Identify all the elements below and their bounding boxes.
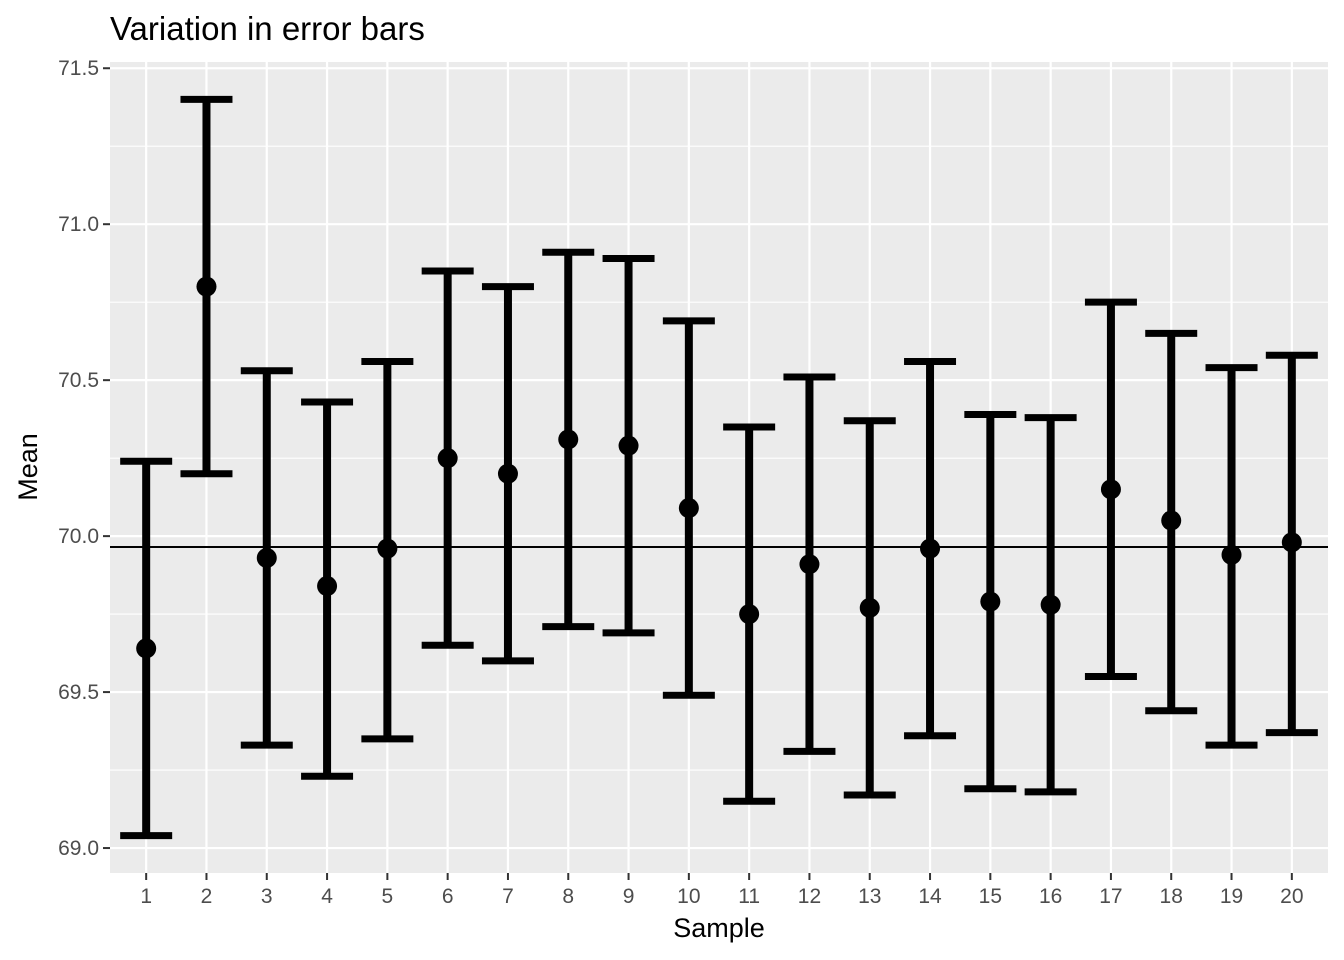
chart-title: Variation in error bars	[110, 10, 425, 47]
x-tick-label: 8	[562, 885, 574, 908]
x-tick-label: 14	[918, 885, 942, 908]
mean-point	[136, 638, 157, 659]
x-tick-label: 5	[382, 885, 394, 908]
mean-point	[317, 576, 338, 597]
mean-point	[497, 463, 518, 484]
x-tick-label: 7	[502, 885, 514, 908]
mean-point	[739, 604, 760, 625]
x-tick-label: 19	[1220, 885, 1243, 908]
mean-point	[377, 538, 398, 559]
mean-point	[618, 435, 639, 456]
x-tick-label: 11	[738, 885, 760, 908]
y-tick-label: 70.0	[58, 525, 99, 548]
y-tick-label: 71.5	[58, 57, 99, 80]
mean-point	[196, 276, 217, 297]
mean-point	[920, 538, 941, 559]
mean-point	[558, 429, 579, 450]
x-axis-title: Sample	[673, 913, 765, 943]
x-tick-label: 9	[623, 885, 635, 908]
mean-point	[437, 448, 458, 469]
x-tick-label: 18	[1160, 885, 1183, 908]
mean-point	[1040, 594, 1061, 615]
x-tick-label: 4	[321, 885, 333, 908]
x-tick-label: 15	[979, 885, 1002, 908]
mean-point	[980, 591, 1001, 612]
mean-point	[1161, 510, 1182, 531]
mean-point	[1281, 532, 1302, 553]
mean-point	[859, 597, 880, 618]
x-tick-label: 17	[1099, 885, 1122, 908]
x-tick-label: 13	[858, 885, 881, 908]
x-tick-label: 2	[201, 885, 213, 908]
y-tick-label: 70.5	[58, 369, 99, 392]
x-tick-label: 3	[261, 885, 273, 908]
x-tick-label: 16	[1039, 885, 1062, 908]
point-layer	[136, 276, 1302, 659]
y-axis-title: Mean	[13, 433, 43, 501]
y-tick-label: 71.0	[58, 213, 99, 236]
x-tick-label: 6	[442, 885, 454, 908]
mean-point	[256, 547, 277, 568]
x-tick-label: 1	[140, 885, 152, 908]
mean-point	[1100, 479, 1121, 500]
mean-point	[799, 554, 820, 575]
x-axis: 1 2 3 4 5 6 7 8 9 10 11 12 13 14 15 16 17 18 19 20	[140, 873, 1304, 908]
x-tick-label: 12	[798, 885, 821, 908]
plot-panel	[110, 62, 1328, 873]
x-tick-label: 10	[677, 885, 700, 908]
mean-point	[678, 498, 699, 519]
y-axis: 69.0 69.5 70.0 70.5 71.0 71.5	[58, 57, 110, 860]
mean-point	[1221, 544, 1242, 565]
y-tick-label: 69.0	[58, 837, 99, 860]
x-tick-label: 20	[1280, 885, 1303, 908]
y-tick-label: 69.5	[58, 681, 99, 704]
